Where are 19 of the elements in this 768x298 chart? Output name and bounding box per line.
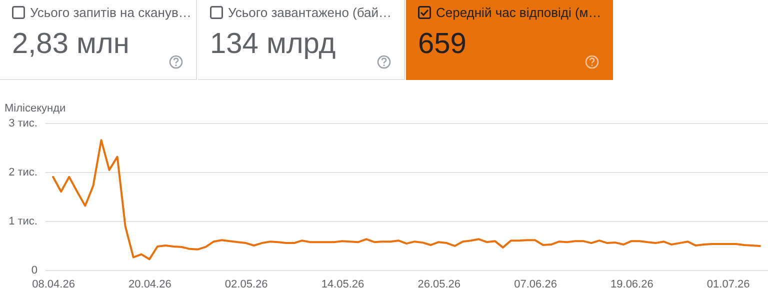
- y-tick-label: 3 тис.: [8, 118, 38, 130]
- x-tick-label: 08.04.26: [32, 278, 75, 290]
- x-tick-label: 02.05.26: [224, 278, 268, 290]
- text: Усього запитів на сканув…: [30, 5, 192, 20]
- y-axis-title: Мілісекунди: [4, 102, 66, 114]
- x-tick-label: 01.07.26: [706, 278, 750, 290]
- text: Середній час відповіді (м…: [436, 5, 602, 20]
- y-tick-label: 0: [31, 264, 38, 276]
- text: 134 млрд: [210, 28, 336, 61]
- y-tick-label: 1 тис.: [8, 216, 38, 228]
- x-tick-label: 14.05.26: [321, 278, 364, 290]
- y-tick-label: 2 тис.: [8, 166, 38, 178]
- x-tick-label: 19.06.26: [610, 278, 654, 290]
- x-tick-label: 07.06.26: [514, 278, 557, 290]
- text: Усього завантажено (бай…: [228, 5, 392, 20]
- x-tick-label: 20.04.26: [128, 278, 172, 290]
- text: 2,83 млн: [12, 28, 130, 61]
- text: 659: [418, 28, 466, 61]
- x-tick-label: 26.05.26: [418, 278, 461, 290]
